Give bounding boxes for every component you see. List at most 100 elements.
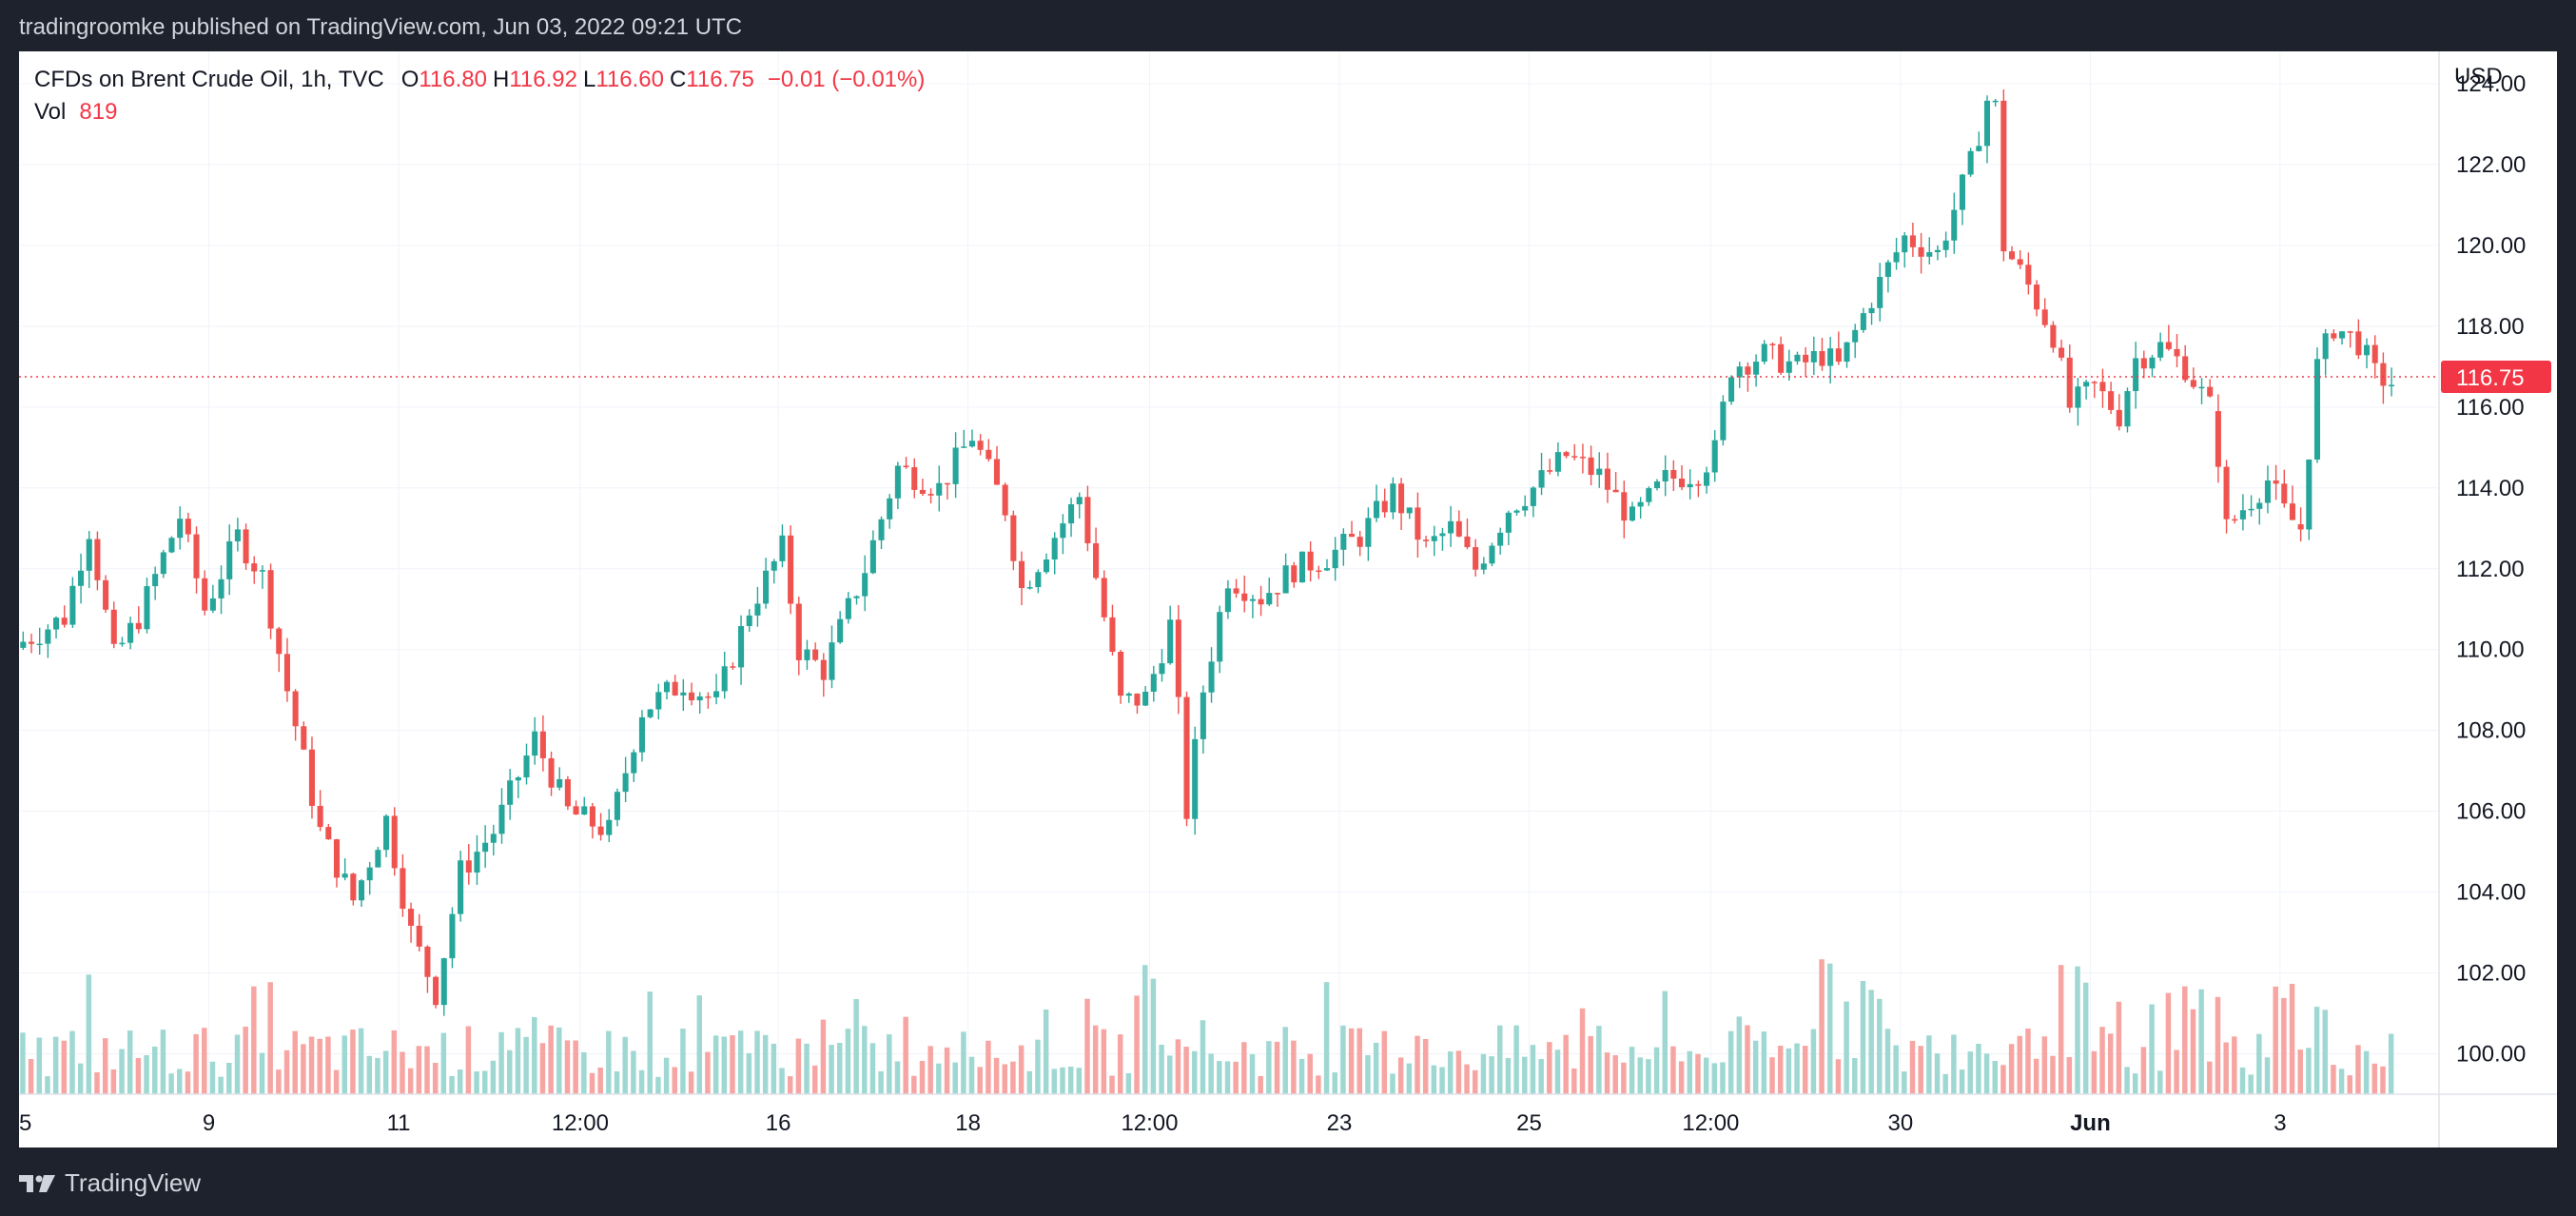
candle-body[interactable] — [366, 867, 373, 881]
candle-body[interactable] — [1860, 313, 1866, 330]
candle-body[interactable] — [350, 873, 357, 901]
candle-body[interactable] — [515, 777, 521, 781]
candle-body[interactable] — [820, 659, 827, 680]
candle-body[interactable] — [1877, 276, 1883, 308]
candle-body[interactable] — [152, 574, 159, 587]
candle-body[interactable] — [2000, 100, 2007, 252]
candle-body[interactable] — [1571, 456, 1578, 458]
candle-body[interactable] — [498, 804, 505, 834]
candle-body[interactable] — [1010, 515, 1017, 561]
candle-body[interactable] — [1249, 598, 1256, 601]
candle-body[interactable] — [342, 873, 348, 878]
candle-body[interactable] — [1233, 588, 1239, 594]
candle-body[interactable] — [1044, 559, 1050, 573]
candle-body[interactable] — [209, 598, 216, 611]
candle-body[interactable] — [317, 805, 323, 828]
candle-body[interactable] — [2264, 480, 2271, 503]
candle-body[interactable] — [1415, 507, 1421, 540]
candle-body[interactable] — [1118, 652, 1124, 696]
candle-body[interactable] — [2347, 331, 2353, 333]
candle-body[interactable] — [1175, 619, 1181, 697]
candle-body[interactable] — [1942, 240, 1949, 250]
candle-body[interactable] — [110, 609, 117, 644]
candle-body[interactable] — [919, 489, 926, 495]
candle-body[interactable] — [53, 618, 60, 630]
candle-body[interactable] — [1200, 692, 1206, 739]
candle-body[interactable] — [61, 618, 68, 625]
candle-body[interactable] — [440, 958, 447, 1006]
candle-body[interactable] — [2149, 357, 2156, 369]
candle-body[interactable] — [1803, 354, 1809, 363]
candle-body[interactable] — [2331, 333, 2337, 339]
candle-body[interactable] — [1983, 100, 1991, 147]
candle-body[interactable] — [103, 579, 109, 610]
candle-body[interactable] — [869, 539, 876, 574]
candle-body[interactable] — [391, 815, 398, 869]
candle-body[interactable] — [45, 629, 51, 644]
candle-body[interactable] — [1769, 343, 1776, 345]
candle-body[interactable] — [424, 946, 431, 977]
candle-body[interactable] — [482, 842, 489, 853]
candle-body[interactable] — [589, 806, 595, 827]
candle-body[interactable] — [771, 560, 777, 571]
candle-body[interactable] — [1596, 468, 1603, 476]
candle-body[interactable] — [903, 465, 909, 468]
candle-body[interactable] — [2364, 344, 2371, 356]
candle-body[interactable] — [944, 482, 950, 485]
candle-body[interactable] — [1109, 617, 1116, 653]
candle-body[interactable] — [1745, 366, 1751, 375]
candle-body[interactable] — [2075, 386, 2081, 408]
candle-body[interactable] — [779, 535, 786, 561]
candle-body[interactable] — [1538, 470, 1545, 488]
candle-body[interactable] — [911, 467, 918, 490]
candle-body[interactable] — [1374, 500, 1380, 519]
candle-body[interactable] — [1125, 693, 1132, 696]
candle-body[interactable] — [1150, 674, 1157, 693]
candle-body[interactable] — [1728, 377, 1735, 402]
candle-body[interactable] — [2017, 259, 2023, 265]
candle-body[interactable] — [688, 692, 695, 701]
candle-body[interactable] — [1018, 560, 1025, 589]
candle-body[interactable] — [1629, 506, 1635, 521]
candle-body[interactable] — [1819, 351, 1825, 366]
candle-body[interactable] — [2313, 359, 2321, 460]
candle-body[interactable] — [234, 529, 241, 541]
candle-body[interactable] — [1183, 696, 1190, 819]
candle-body[interactable] — [1868, 307, 1875, 314]
candle-body[interactable] — [655, 692, 662, 710]
candle-body[interactable] — [1736, 366, 1743, 378]
candle-body[interactable] — [1604, 468, 1610, 490]
candle-body[interactable] — [812, 649, 819, 660]
candle-body[interactable] — [713, 691, 720, 697]
candle-body[interactable] — [1439, 533, 1446, 537]
candle-body[interactable] — [202, 578, 208, 611]
candle-body[interactable] — [2306, 459, 2313, 530]
candle-body[interactable] — [1884, 262, 1891, 277]
candle-body[interactable] — [2116, 409, 2122, 427]
candle-body[interactable] — [2239, 510, 2246, 520]
candle-body[interactable] — [1530, 487, 1536, 506]
candle-body[interactable] — [1720, 402, 1727, 441]
candle-body[interactable] — [1282, 565, 1289, 594]
candle-body[interactable] — [1637, 501, 1644, 507]
candle-body[interactable] — [226, 540, 233, 579]
candle-body[interactable] — [2059, 347, 2065, 358]
candle-body[interactable] — [2174, 348, 2180, 357]
candle-body[interactable] — [1076, 497, 1083, 504]
candle-body[interactable] — [308, 749, 315, 806]
candle-body[interactable] — [400, 868, 406, 910]
candle-body[interactable] — [1778, 343, 1785, 373]
candle-body[interactable] — [135, 622, 142, 630]
candle-body[interactable] — [1159, 663, 1165, 675]
candle-body[interactable] — [1497, 532, 1504, 546]
candle-body[interactable] — [1909, 235, 1916, 247]
candle-body[interactable] — [283, 654, 290, 692]
candle-body[interactable] — [78, 570, 85, 586]
candle-body[interactable] — [86, 539, 92, 571]
candle-body[interactable] — [1489, 545, 1495, 564]
candle-body[interactable] — [2289, 503, 2295, 520]
candle-body[interactable] — [2355, 331, 2362, 356]
candle-body[interactable] — [1167, 619, 1174, 664]
candle-body[interactable] — [746, 615, 752, 626]
